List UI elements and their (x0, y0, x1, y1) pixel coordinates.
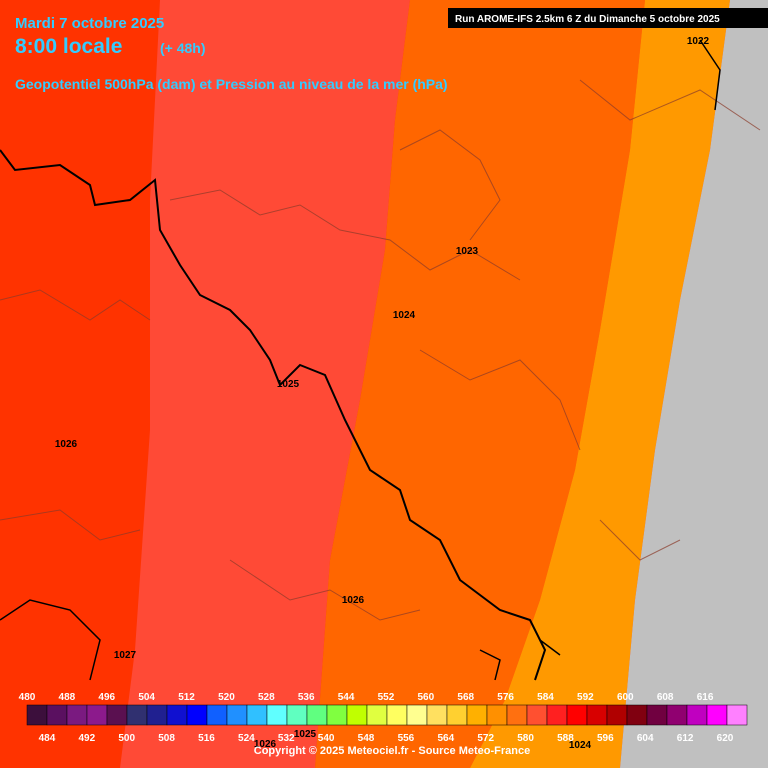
scale-label: 512 (178, 692, 195, 703)
scale-label: 604 (637, 733, 654, 744)
color-swatch (186, 704, 208, 726)
color-swatch (46, 704, 68, 726)
scale-label: 508 (158, 733, 175, 744)
region-borders (0, 79, 761, 621)
scale-label: 488 (59, 692, 76, 703)
color-scale: 480 484 488 492 496 500 504 508 512 516 520 524 528 5… (19, 692, 748, 744)
scale-label: 560 (418, 692, 435, 703)
scale-label: 480 (19, 692, 36, 703)
scale-label: 504 (138, 692, 155, 703)
color-swatch (246, 704, 268, 726)
time: 8:00 locale (15, 35, 122, 58)
color-swatch (266, 704, 288, 726)
scale-label: 592 (577, 692, 594, 703)
scale-label: 516 (198, 733, 215, 744)
scale-label: 484 (39, 733, 56, 744)
scale-label: 612 (677, 733, 694, 744)
color-swatch (606, 704, 628, 726)
scale-label: 496 (98, 692, 115, 703)
color-swatch (486, 704, 508, 726)
color-swatch (686, 704, 708, 726)
color-swatch (466, 704, 488, 726)
color-swatch (566, 704, 588, 726)
band-light-orange (470, 0, 730, 768)
pressure-label: 1024 (393, 310, 416, 321)
scale-label: 556 (398, 733, 415, 744)
subtitle: Geopotentiel 500hPa (dam) et Pression au… (15, 76, 448, 92)
scale-label: 584 (537, 692, 554, 703)
pressure-label: 1026 (55, 439, 78, 450)
scale-label: 536 (298, 692, 315, 703)
scale-label: 620 (717, 733, 734, 744)
copyright: Copyright © 2025 Meteociel.fr - Source M… (254, 745, 530, 757)
scale-label: 552 (378, 692, 395, 703)
scale-label: 568 (457, 692, 474, 703)
pressure-label: 1024 (569, 740, 592, 751)
color-swatch (386, 704, 408, 726)
color-swatch (506, 704, 528, 726)
pressure-labels: 1022 1023 1024 1025 1026 1026 1027 1026 1025 1024 (55, 36, 710, 751)
scale-label: 588 (557, 733, 574, 744)
color-swatch (106, 704, 128, 726)
color-swatch (26, 704, 48, 726)
scale-label: 608 (657, 692, 674, 703)
lead-time: (+ 48h) (160, 40, 206, 56)
pressure-label: 1026 (342, 595, 365, 606)
color-swatch (426, 704, 448, 726)
color-swatch (126, 704, 148, 726)
date: Mardi 7 octobre 2025 (15, 15, 164, 32)
color-swatch (286, 704, 308, 726)
coastline (0, 39, 721, 681)
band-light-red (120, 0, 410, 768)
run-bar (448, 8, 768, 28)
band-orange (315, 0, 645, 768)
color-swatch (66, 704, 88, 726)
scale-label: 532 (278, 733, 295, 744)
color-swatch (366, 704, 388, 726)
pressure-label: 1023 (456, 246, 479, 257)
pressure-label: 1022 (687, 36, 710, 47)
scale-label: 524 (238, 733, 255, 744)
color-swatch (406, 704, 428, 726)
color-swatch (86, 704, 108, 726)
color-swatch (306, 704, 328, 726)
scale-label: 580 (517, 733, 534, 744)
run-label: Run AROME-IFS 2.5km 6 Z du Dimanche 5 oc… (455, 14, 720, 25)
scale-label: 572 (477, 733, 494, 744)
color-swatch (726, 704, 748, 726)
color-swatch (706, 704, 728, 726)
color-swatch (626, 704, 648, 726)
scale-label: 528 (258, 692, 275, 703)
color-swatch (586, 704, 608, 726)
scale-label: 548 (358, 733, 375, 744)
scale-label: 600 (617, 692, 634, 703)
color-swatch (166, 704, 188, 726)
scale-label: 576 (497, 692, 514, 703)
color-swatch (546, 704, 568, 726)
scale-label: 492 (78, 733, 95, 744)
scale-label: 564 (437, 733, 454, 744)
pressure-label: 1025 (294, 729, 317, 740)
band-gray (620, 0, 768, 768)
scale-label: 596 (597, 733, 614, 744)
pressure-label: 1027 (114, 650, 137, 661)
country-border (0, 149, 547, 681)
scale-label: 500 (118, 733, 135, 744)
scale-label: 520 (218, 692, 235, 703)
color-swatch (666, 704, 688, 726)
color-swatch (326, 704, 348, 726)
scale-label: 540 (318, 733, 335, 744)
color-swatch (646, 704, 668, 726)
color-swatch (206, 704, 228, 726)
scale-label: 544 (338, 692, 355, 703)
color-swatch (146, 704, 168, 726)
color-swatch (346, 704, 368, 726)
pressure-label: 1026 (254, 739, 277, 750)
pressure-label: 1025 (277, 379, 300, 390)
color-swatch (446, 704, 468, 726)
color-swatch (526, 704, 548, 726)
color-swatch (226, 704, 248, 726)
scale-label: 616 (697, 692, 714, 703)
